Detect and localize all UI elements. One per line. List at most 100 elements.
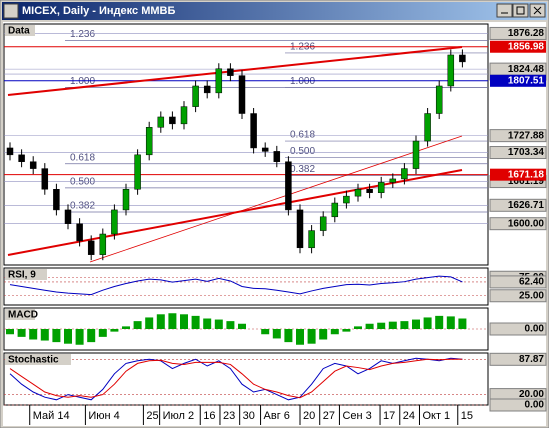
candle-body (424, 113, 431, 142)
y-tick-label: 1824.48 (508, 64, 545, 75)
histogram-bar (203, 318, 212, 329)
trend-line (7, 46, 463, 96)
histogram-bar (64, 329, 72, 344)
x-tick-label: 20 (303, 410, 315, 422)
x-tick-label: Июл 2 (163, 410, 195, 422)
minimize-button[interactable] (496, 3, 513, 18)
histogram-bar (284, 329, 293, 343)
candle-body (366, 189, 373, 193)
price-marker-box (490, 168, 546, 181)
histogram-bar (29, 329, 38, 340)
axis-label-box (489, 398, 547, 412)
candle-body (6, 147, 14, 156)
fib-label: 0.618 (290, 130, 315, 141)
x-tick-label: Авг 6 (264, 410, 290, 422)
candle-body (215, 68, 223, 94)
histogram-bar (412, 319, 420, 329)
x-tick-label: 27 (323, 410, 335, 422)
y-tick-label: 1727.88 (508, 130, 545, 141)
panel-frame (3, 352, 489, 406)
panel-title-box (5, 269, 47, 280)
candle-body (227, 68, 234, 76)
x-tick-label: Май 14 (33, 410, 70, 422)
window-buttons[interactable] (496, 3, 546, 18)
candle-body (331, 202, 339, 218)
histogram-bar (168, 313, 177, 329)
price-marker-label: 1807.51 (508, 75, 545, 86)
axis-label-box (489, 289, 547, 303)
fib-label: 0.500 (290, 146, 315, 157)
histogram-bar (226, 321, 235, 329)
x-tick-label: 23 (223, 410, 235, 422)
candle-body (250, 113, 257, 149)
panel-title-box (5, 354, 71, 365)
axis-label-box (489, 352, 547, 366)
histogram-bar (342, 329, 351, 332)
candle-body (64, 209, 72, 224)
candle-body (157, 116, 165, 128)
candle-body (41, 168, 49, 190)
candle-body (76, 223, 83, 242)
button-glyphs (501, 6, 542, 15)
histogram-bar (133, 321, 142, 329)
x-tick-label: Сен 3 (342, 410, 371, 422)
candle-body (203, 85, 211, 94)
histogram-bar (400, 321, 409, 329)
indicator-line (9, 357, 463, 401)
axis-label-box (489, 198, 547, 212)
fib-label: 0.618 (70, 152, 95, 163)
histogram-bar (388, 321, 397, 329)
y-tick-label: 1661.19 (508, 176, 545, 187)
histogram-bar (110, 329, 119, 332)
candle-body (53, 189, 60, 211)
histogram-bar (191, 315, 200, 329)
y-tick-label: 1600.00 (508, 218, 545, 229)
histogram-bar (87, 329, 96, 343)
candle-body (343, 195, 350, 204)
histogram-bar (435, 315, 444, 329)
y-tick-label: 62.40 (519, 277, 544, 288)
candle-body (122, 189, 130, 211)
histogram-bar (377, 322, 386, 329)
candle-body (18, 154, 25, 162)
candle-body (145, 127, 153, 156)
axis-label-box (489, 129, 547, 143)
histogram-bar (214, 319, 223, 329)
histogram-bar (180, 314, 188, 329)
histogram-bar (446, 316, 455, 329)
histogram-bar (122, 326, 130, 329)
panel-frame (3, 267, 489, 306)
title-bar (2, 2, 547, 20)
axis-label-box (489, 217, 547, 231)
indicator-line (9, 275, 463, 296)
panel-title-box (5, 309, 35, 320)
histogram-bar (40, 329, 49, 341)
candle-body (354, 189, 362, 197)
panel-title: Stochastic (8, 355, 59, 366)
axis-label-box (489, 146, 547, 160)
candle-body (389, 178, 397, 183)
panel-frame (3, 23, 489, 266)
price-marker-box (490, 74, 546, 87)
fib-label: 1.236 (70, 29, 95, 40)
candle-body (111, 209, 118, 235)
candle-body (285, 161, 292, 211)
candle-body (87, 240, 95, 255)
maximize-button[interactable] (512, 3, 529, 18)
histogram-bar (365, 323, 374, 329)
window-icon (3, 3, 19, 19)
x-tick-label: Окт 1 (422, 410, 450, 422)
window-title: MICEX, Daily - Индекс ММВБ (22, 5, 175, 17)
histogram-bar (98, 329, 107, 337)
candle-body (29, 161, 37, 169)
candle-body (401, 168, 408, 180)
y-tick-label: 1876.28 (508, 28, 545, 39)
price-marker-label: 1856.98 (508, 41, 545, 52)
fib-label: 1.000 (290, 76, 315, 87)
histogram-bar (156, 314, 165, 329)
x-tick-label: Июн 4 (88, 410, 119, 422)
candle-body (308, 230, 315, 249)
panel-title: Data (8, 26, 30, 37)
histogram-bar (6, 329, 14, 335)
